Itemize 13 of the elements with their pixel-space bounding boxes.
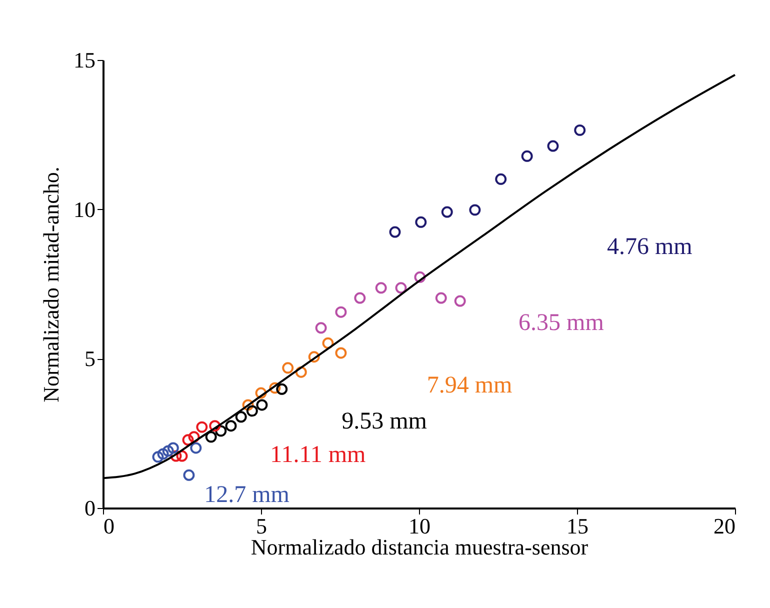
y-tick-label: 5	[84, 346, 96, 372]
y-tick-label: 15	[74, 48, 96, 72]
x-tick-label: 0	[104, 514, 114, 538]
y-tick-label: 10	[74, 196, 96, 222]
text: 7.94 mm	[426, 372, 513, 399]
series-label: 12.7 mm	[204, 482, 290, 508]
text: 6.35 mm	[518, 310, 604, 336]
text: 11.11 mm	[270, 442, 366, 468]
y-tick-label: 0	[84, 496, 96, 520]
text: 9.53 mm	[342, 408, 428, 434]
text: 4.76 mm	[607, 234, 693, 260]
y-axis-title: Normalizado mitad-ancho.	[38, 166, 64, 402]
x-tick-label: 20	[714, 514, 736, 538]
